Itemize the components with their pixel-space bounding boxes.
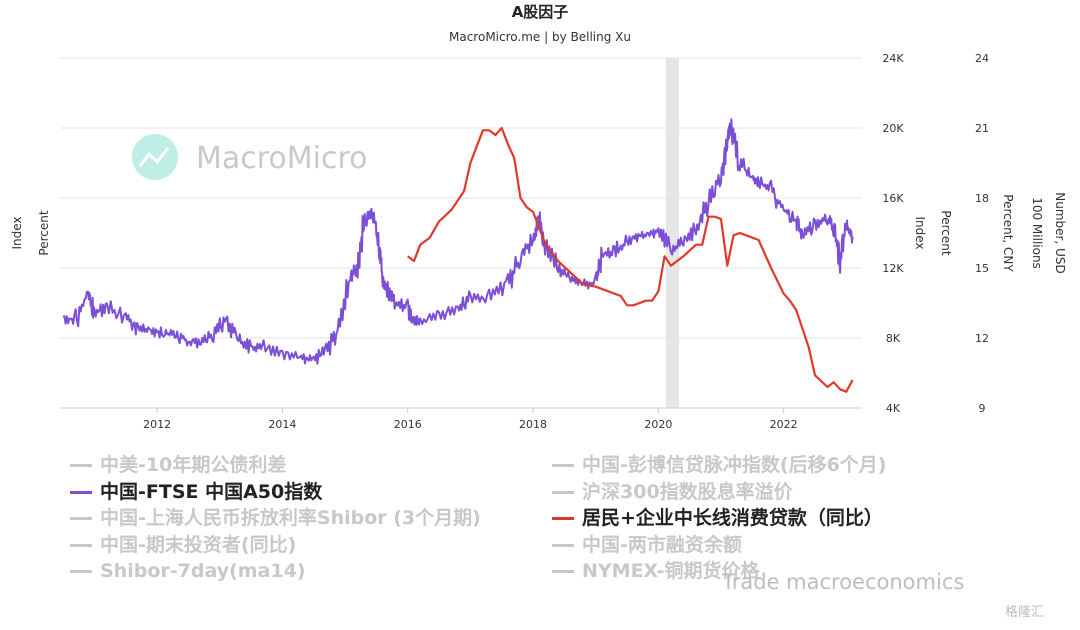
chart-subtitle: MacroMicro.me | by Belling Xu <box>449 30 631 44</box>
legend-item[interactable]: 居民+企业中长线消费贷款（同比） <box>552 505 886 532</box>
legend-label: 居民+企业中长线消费贷款（同比） <box>582 507 883 529</box>
gridlines <box>60 57 862 339</box>
legend-item[interactable]: Shibor-7day(ma14) <box>70 558 481 585</box>
right-axis-2-tick-label: 12 <box>975 332 989 345</box>
legend-label: Shibor-7day(ma14) <box>100 560 306 582</box>
legend-item[interactable]: NYMEX-铜期货价格 <box>552 558 886 585</box>
chart-title: A股因子 <box>512 3 569 21</box>
legend-item[interactable]: 中美-10年期公债利差 <box>70 452 481 479</box>
legend-marker <box>70 570 92 573</box>
legend-marker <box>552 490 574 494</box>
legend-label: 中国-两市融资余额 <box>582 533 742 556</box>
right-axis-1-tick-label: 20K <box>882 122 904 135</box>
right-axis-2-tick-label: 24 <box>975 52 989 65</box>
legend-marker <box>552 570 574 573</box>
right-axis-1-tick-label: 8K <box>886 332 901 345</box>
footer-watermark-text: Trade macroeconomics <box>722 570 965 594</box>
series-layer <box>62 118 854 393</box>
legend-label: 中国-彭博信贷脉冲指数(后移6个月) <box>582 454 887 476</box>
legend-label: 中国-FTSE 中国A50指数 <box>100 480 323 503</box>
left-axis-label-1: Index <box>10 216 24 249</box>
right-axis-1-ticks: 4K 8K 12K 16K 20K 24K <box>882 52 904 415</box>
legend-label: 中美-10年期公债利差 <box>100 454 287 476</box>
right-axis-1-tick-label: 24K <box>882 52 904 65</box>
x-tick-label: 2014 <box>268 418 296 431</box>
legend-item[interactable]: 中国-彭博信贷脉冲指数(后移6个月) <box>552 452 886 479</box>
watermark-logo-icon <box>132 134 178 180</box>
legend-label: 中国-期末投资者(同比) <box>100 533 297 556</box>
right-axis-1-tick-label: 4K <box>886 402 901 415</box>
legend-right: 中国-彭博信贷脉冲指数(后移6个月) 沪深300指数股息率溢价 居民+企业中长线… <box>552 452 886 585</box>
legend-label: 沪深300指数股息率溢价 <box>582 480 793 503</box>
right-axis-1-label-1: Index <box>913 216 927 249</box>
legend-marker <box>552 517 574 520</box>
x-tick-label: 2018 <box>519 418 547 431</box>
left-axis-label-2: Percent <box>37 210 51 255</box>
legend-marker <box>70 464 92 467</box>
legend-label: NYMEX-铜期货价格 <box>582 560 760 582</box>
legend-marker <box>70 490 92 494</box>
right-axis-2-tick-label: 15 <box>975 262 989 275</box>
legend-marker <box>552 464 574 467</box>
right-axis-3-label-2: 100 Millions <box>1030 197 1044 269</box>
right-axis-1-label-2: Percent <box>939 210 953 255</box>
right-axis-2-label: Percent, CNY <box>1001 194 1015 272</box>
legend-item[interactable]: 中国-FTSE 中国A50指数 <box>70 479 481 506</box>
series-consumer-loans-line <box>407 126 854 393</box>
right-axis-1-tick-label: 12K <box>882 262 904 275</box>
shaded-period <box>665 58 680 408</box>
x-tick-label: 2022 <box>770 418 798 431</box>
right-axis-2-tick-label: 9 <box>979 402 986 415</box>
right-axis-1-tick-label: 16K <box>882 192 904 205</box>
legend-item[interactable]: 中国-两市融资余额 <box>552 532 886 559</box>
x-tick-label: 2020 <box>644 418 672 431</box>
legend-marker <box>70 517 92 520</box>
legend-item[interactable]: 沪深300指数股息率溢价 <box>552 479 886 506</box>
legend-marker <box>70 543 92 547</box>
watermark-text: MacroMicro <box>196 141 368 176</box>
legend-marker <box>552 543 574 547</box>
legend-label: 中国-上海人民币拆放利率Shibor (3个月期) <box>100 507 481 529</box>
right-axis-2-tick-label: 21 <box>975 122 989 135</box>
x-axis-ticks: 2012 2014 2016 2018 2020 2022 <box>143 408 798 431</box>
right-axis-2-tick-label: 18 <box>975 192 989 205</box>
legend-item[interactable]: 中国-上海人民币拆放利率Shibor (3个月期) <box>70 505 481 532</box>
x-tick-label: 2012 <box>143 418 171 431</box>
series-a50-line <box>62 118 854 365</box>
legend-left: 中美-10年期公债利差 中国-FTSE 中国A50指数 中国-上海人民币拆放利率… <box>70 452 481 585</box>
right-axis-2-ticks: 9 12 15 18 21 24 <box>975 52 989 415</box>
footer-badge: 格隆汇 <box>1005 605 1045 620</box>
right-axis-3-label-1: Number, USD <box>1053 192 1067 273</box>
legend-item[interactable]: 中国-期末投资者(同比) <box>70 532 481 559</box>
x-tick-label: 2016 <box>394 418 422 431</box>
watermark: MacroMicro <box>132 134 368 180</box>
shaded-period-layer <box>665 58 680 408</box>
